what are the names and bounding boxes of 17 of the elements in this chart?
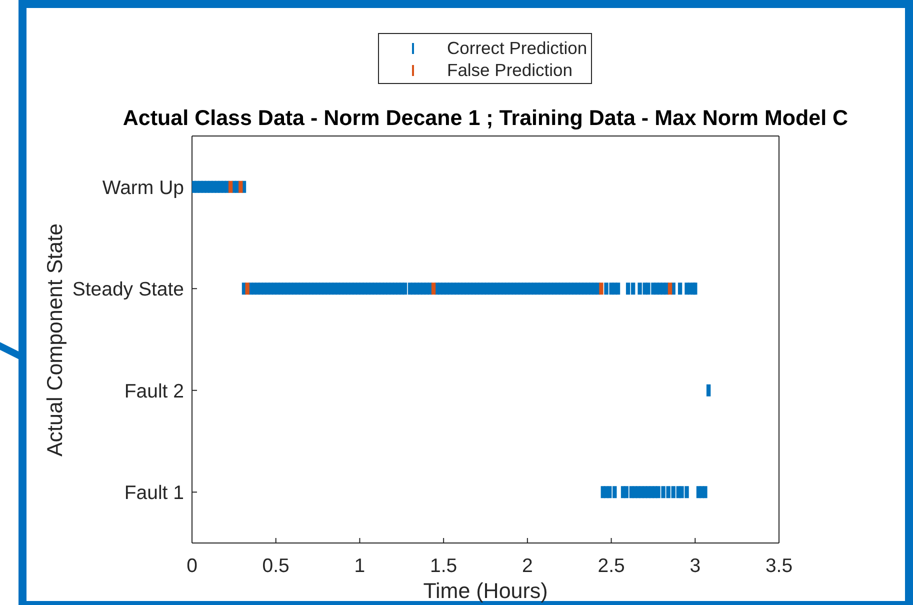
chart-title: Actual Class Data - Norm Decane 1 ; Training Data - Max Norm Model C — [122, 106, 848, 130]
y-tick-label: Fault 1 — [124, 482, 184, 504]
x-tick-label: 3 — [690, 554, 701, 577]
x-tick-label: 1 — [354, 554, 366, 577]
legend-label: False Prediction — [447, 60, 572, 80]
y-tick-label: Warm Up — [102, 176, 184, 199]
x-tick-label: 2 — [522, 554, 533, 577]
x-tick-label: 1.5 — [430, 554, 458, 577]
x-tick-label: 2.5 — [598, 554, 625, 577]
y-tick-label: Steady State — [72, 278, 184, 301]
x-tick-label: 0 — [186, 554, 198, 577]
x-axis-title: Time (Hours) — [423, 579, 548, 603]
x-tick-label: 0.5 — [262, 554, 290, 577]
legend-label: Correct Prediction — [447, 38, 588, 58]
x-tick-label: 3.5 — [765, 554, 793, 577]
y-axis-title: Actual Component State — [43, 222, 67, 456]
y-tick-label: Fault 2 — [124, 380, 184, 402]
